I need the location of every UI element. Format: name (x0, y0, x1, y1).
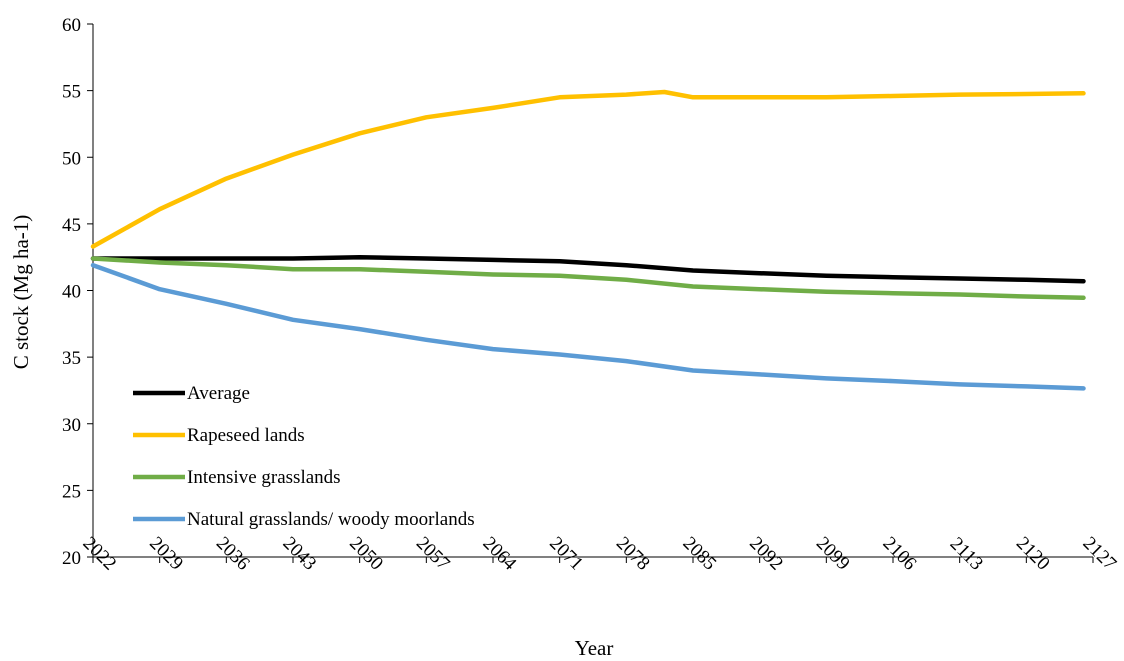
x-tick-label: 2036 (212, 533, 254, 575)
x-tick-label: 2099 (812, 533, 854, 575)
y-tick-label: 20 (62, 548, 81, 569)
series-line-1 (90, 89, 1086, 249)
x-tick-label: 2057 (412, 533, 454, 575)
series-line-2 (90, 256, 1086, 301)
y-tick-label: 35 (62, 348, 81, 369)
y-tick-label: 45 (62, 215, 81, 236)
x-tick-label: 2064 (479, 533, 521, 575)
x-tick-label: 2127 (1079, 533, 1121, 575)
x-axis-title: Year (575, 636, 614, 660)
x-tick-label: 2106 (879, 533, 921, 575)
x-tick-label: 2085 (679, 533, 721, 575)
x-tick-label: 2043 (279, 533, 321, 575)
x-tick-label: 2092 (745, 533, 787, 575)
x-tick-label: 2120 (1012, 533, 1054, 575)
legend-label: Natural grasslands/ woody moorlands (187, 509, 475, 530)
x-tick-label: 2050 (345, 533, 387, 575)
series-line-0 (90, 254, 1086, 284)
y-tick-label: 30 (62, 415, 81, 436)
y-axis-title: C stock (Mg ha-1) (9, 215, 33, 370)
x-tick-label: 2029 (145, 533, 187, 575)
x-tick-label: 2022 (79, 533, 121, 575)
x-tick-label: 2071 (545, 533, 587, 575)
y-tick-label: 55 (62, 82, 81, 103)
series-layer (90, 89, 1086, 391)
y-tick-label: 40 (62, 282, 81, 303)
x-tick-label: 2113 (946, 533, 987, 574)
series-line-3 (90, 262, 1086, 391)
y-tick-label: 60 (62, 15, 81, 36)
legend-label: Intensive grasslands (187, 467, 341, 488)
y-tick-label: 25 (62, 481, 81, 502)
chart-legend: Average Rapeseed lands Intensive grassland… (133, 383, 475, 530)
y-tick-label: 50 (62, 148, 81, 169)
x-tick-label: 2078 (612, 533, 654, 575)
legend-label: Average (187, 383, 250, 404)
legend-label: Rapeseed lands (187, 425, 305, 446)
